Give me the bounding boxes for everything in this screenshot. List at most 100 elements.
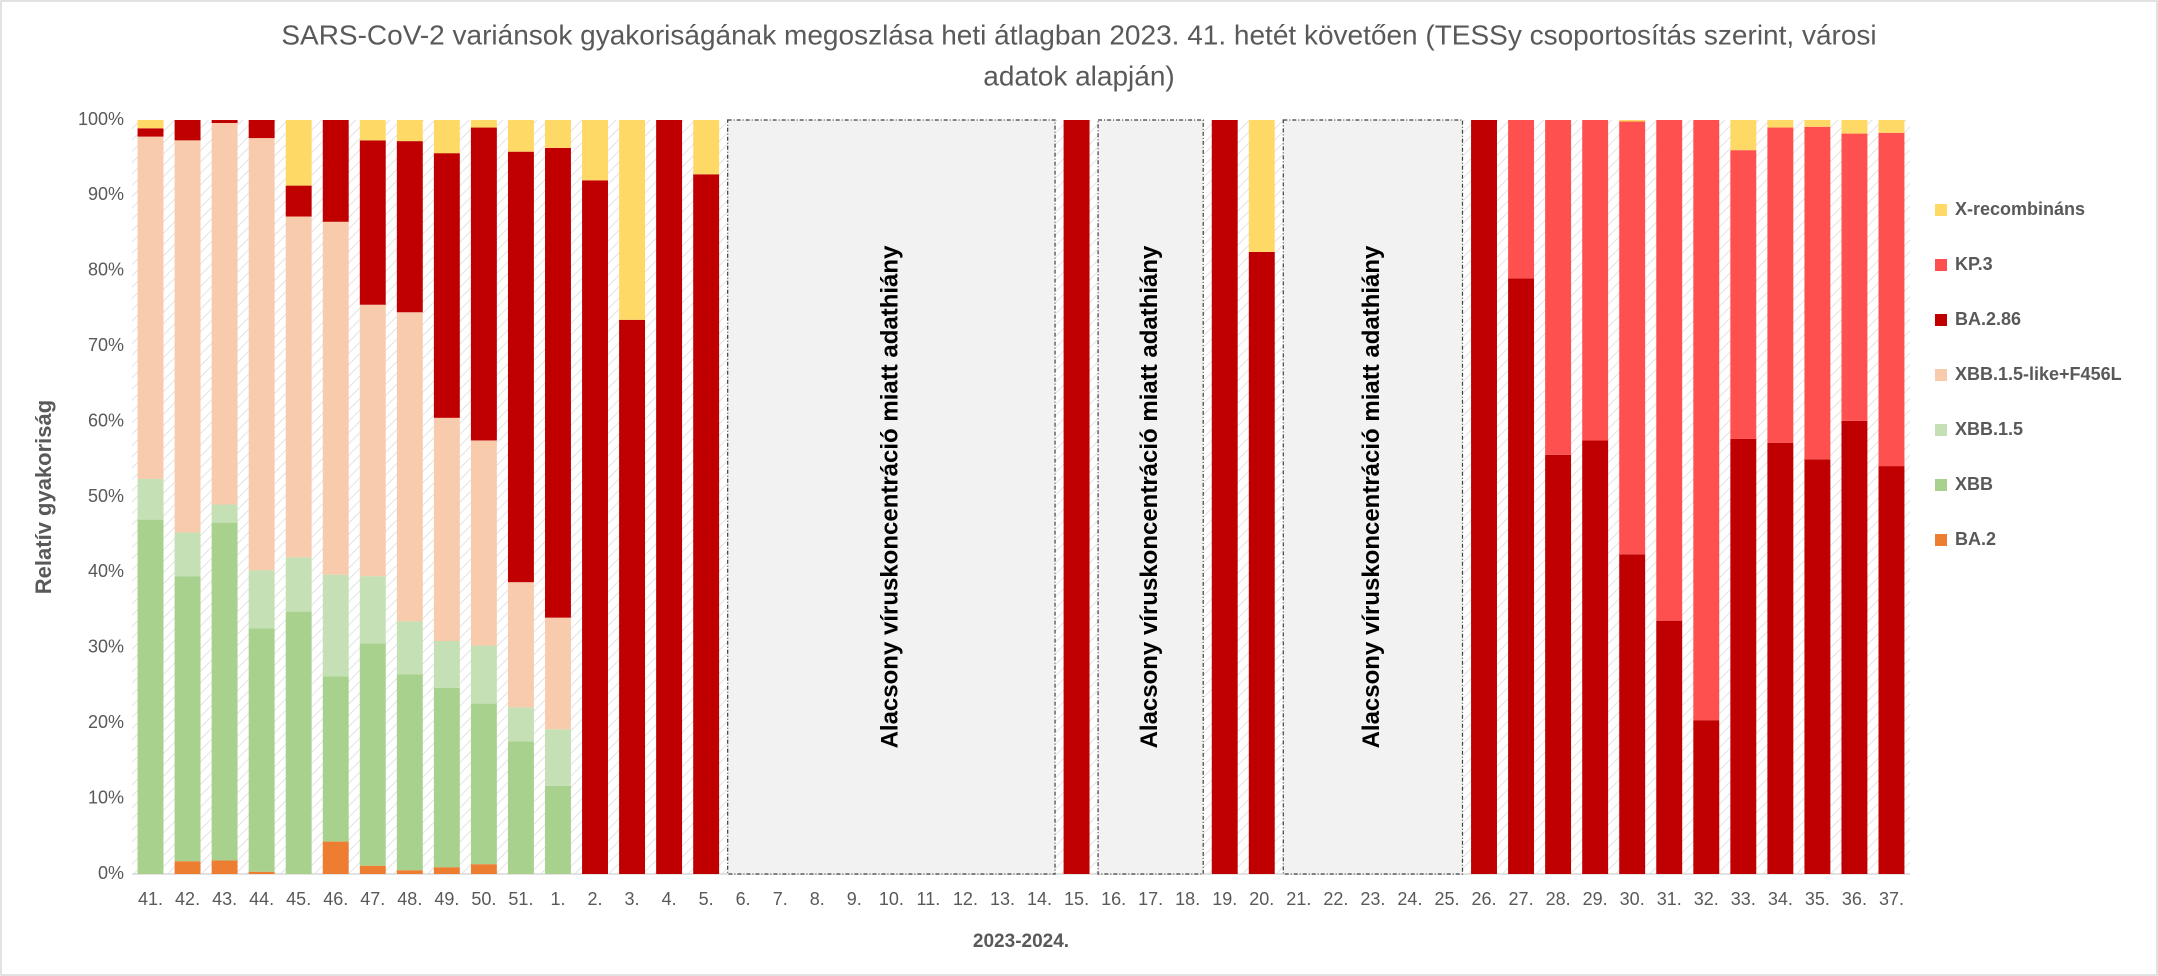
bar-segment [1730,120,1757,151]
bar-segment [1582,120,1609,441]
x-tick-label: 42. [175,889,200,909]
bar-segment [248,138,275,571]
bar-segment [137,136,164,479]
legend-label: X-recombináns [1955,199,2085,219]
bar-segment [470,645,497,704]
legend-swatch [1935,479,1947,491]
bar-segment [248,570,275,629]
bar-segment [211,120,238,124]
y-tick-label: 40% [88,561,124,581]
bar-segment [507,120,534,152]
x-tick-label: 1. [550,889,565,909]
x-tick-label: 19. [1212,889,1237,909]
bar-segment [137,120,164,129]
bar-segment [470,127,497,441]
legend-label: XBB.1.5 [1955,419,2023,439]
x-tick-label: 29. [1583,889,1608,909]
y-tick-label: 90% [88,184,124,204]
bar-segment [174,532,201,577]
bar-segment [1693,120,1720,721]
chart-title: adatok alapján) [983,60,1174,91]
bar-segment [1730,150,1757,439]
no-data-label: Alacsony víruskoncentráció miatt adathiá… [1358,245,1385,748]
y-tick-label: 50% [88,486,124,506]
bar-segment [470,864,497,874]
x-tick-label: 18. [1175,889,1200,909]
bar-segment [285,557,312,612]
bar-segment [174,861,201,874]
x-tick-label: 22. [1323,889,1348,909]
y-tick-label: 80% [88,260,124,280]
legend-label: BA.2.86 [1955,309,2021,329]
bar-segment [285,120,312,186]
bar-segment [1582,440,1609,874]
bar-segment [396,621,423,675]
bar-segment [359,304,386,577]
bar-segment [396,870,423,874]
x-tick-label: 12. [953,889,978,909]
bar-segment [1619,120,1646,122]
bar-segment [1841,133,1868,421]
bar-segment [174,120,201,141]
y-tick-label: 70% [88,335,124,355]
x-tick-label: 51. [508,889,533,909]
bar-segment [1508,278,1535,875]
bar-segment [322,574,349,677]
legend-swatch [1935,424,1947,436]
bar-segment [1545,120,1572,455]
bar-segment [322,221,349,575]
bar-segment [1878,120,1905,133]
bar-segment [433,641,460,688]
bar-segment [396,141,423,313]
bar-segment [248,871,275,874]
bar-segment [1656,620,1683,874]
bar-segment [248,120,275,139]
bar-segment [1804,120,1831,127]
bar-segment [470,703,497,865]
bar-segment [1841,420,1868,874]
x-tick-label: 45. [286,889,311,909]
legend-swatch [1935,314,1947,326]
bar-segment [211,522,238,861]
bar-segment [1248,251,1275,874]
y-tick-label: 30% [88,637,124,657]
bar-segment [1063,120,1090,874]
bar-segment [322,120,349,222]
bar-segment [582,120,608,181]
x-tick-label: 27. [1509,889,1534,909]
bar-segment [656,120,683,874]
x-tick-label: 34. [1768,889,1793,909]
x-tick-label: 20. [1249,889,1274,909]
bar-segment [1878,132,1905,467]
bar-segment [619,319,646,874]
x-tick-label: 49. [434,889,459,909]
bar-segment [322,841,349,874]
bar-segment [285,185,312,217]
no-data-box [1282,119,1464,875]
bar-segment [545,617,571,730]
x-tick-label: 46. [323,889,348,909]
y-tick-label: 20% [88,712,124,732]
x-tick-label: 44. [249,889,274,909]
bar-segment [248,628,275,872]
bar-segment [1508,120,1535,279]
bar-segment [545,785,571,874]
x-tick-label: 25. [1434,889,1459,909]
y-tick-label: 100% [78,109,124,129]
x-axis-title: 2023-2024. [973,931,1069,952]
x-tick-label: 9. [847,889,862,909]
bar-segment [433,120,460,154]
bar-segment [545,147,571,618]
bar-segment [137,478,164,520]
bar-segment [211,860,238,874]
bar-segment [137,128,164,137]
x-tick-label: 41. [138,889,163,909]
bar-segment [322,676,349,842]
no-data-label: Alacsony víruskoncentráció miatt adathiá… [1136,245,1163,748]
x-tick-label: 37. [1879,889,1904,909]
bar-segment [1471,120,1497,874]
bar-segment [1656,120,1683,621]
x-tick-label: 43. [212,889,237,909]
legend-swatch [1935,369,1947,381]
y-tick-label: 60% [88,410,124,430]
